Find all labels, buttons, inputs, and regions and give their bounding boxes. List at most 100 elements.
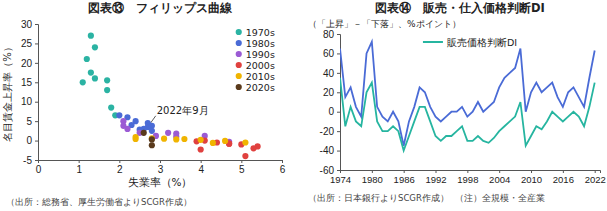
- tick-mark: [337, 151, 340, 152]
- legend-label: 販売価格判断DI: [447, 37, 517, 48]
- tick-label: 15: [21, 77, 33, 88]
- tick-label: -5: [23, 155, 32, 166]
- point: [149, 136, 155, 142]
- tick-label: 2022: [585, 174, 606, 185]
- legend-marker: [236, 73, 242, 79]
- title: 図表⑭ 販売・仕入価格判断DI: [375, 1, 545, 15]
- tick-mark: [436, 170, 437, 173]
- legend-marker: [236, 51, 242, 57]
- tick-label: 25: [21, 38, 33, 49]
- tick-mark: [467, 170, 468, 173]
- tick: 25: [21, 38, 38, 49]
- point: [161, 136, 167, 142]
- tick: 3: [158, 160, 164, 175]
- tick-mark: [337, 53, 340, 54]
- tick-mark: [499, 170, 500, 173]
- point: [92, 75, 98, 81]
- tick: 1: [76, 160, 82, 175]
- legend-item: 1970s: [236, 27, 275, 38]
- tick: 60: [323, 48, 340, 59]
- tick: -20: [320, 126, 340, 137]
- tick: 2010: [521, 170, 542, 185]
- tick-label: 2: [117, 164, 123, 175]
- legend-label: 2010s: [246, 71, 275, 82]
- tick-label: 1980: [362, 174, 383, 185]
- line: [340, 42, 595, 146]
- tick-mark: [337, 112, 340, 113]
- x-axis-label: 失業率（%）: [128, 176, 193, 188]
- axis-line: [337, 35, 341, 171]
- tick: 15: [21, 77, 38, 88]
- point: [242, 153, 248, 159]
- axis-line: [35, 25, 39, 161]
- tick-mark: [241, 160, 242, 163]
- legend-label: 1970s: [246, 27, 275, 38]
- tick-mark: [282, 160, 283, 163]
- line: [340, 78, 595, 151]
- tick-mark: [337, 170, 340, 171]
- tick: 0: [328, 106, 340, 117]
- tick: 30: [21, 19, 38, 30]
- tick: 2022: [585, 170, 606, 185]
- tick-mark: [337, 131, 340, 132]
- point: [141, 130, 147, 136]
- marks: [340, 42, 595, 151]
- legend-label: 2000s: [246, 60, 275, 71]
- tick-label: 0: [328, 106, 334, 117]
- tick-mark: [35, 102, 38, 103]
- figure: 図表⑬ フィリップス曲線0123456-50510152025302022年9月…: [0, 0, 607, 211]
- tick: 10: [21, 96, 38, 107]
- point: [92, 44, 98, 50]
- point: [116, 112, 122, 118]
- x-axis: 0123456: [36, 160, 286, 175]
- point: [210, 140, 216, 146]
- tick: 40: [323, 68, 340, 79]
- point: [124, 126, 130, 132]
- legend: 販売価格判断DI: [423, 37, 517, 48]
- tick: 1992: [425, 170, 446, 185]
- legend-item: 2010s: [236, 71, 275, 82]
- legend-label: 1990s: [246, 49, 275, 60]
- tick-label: 1: [76, 164, 82, 175]
- tick: 20: [323, 87, 340, 98]
- tick: 0: [26, 135, 38, 146]
- tick-label: 2004: [489, 174, 510, 185]
- source: （出所：総務省、厚生労働省よりSCGR作成）: [6, 197, 192, 207]
- legend-marker: [236, 62, 242, 68]
- legend-item: 2000s: [236, 60, 275, 71]
- legend-item: 1980s: [236, 38, 275, 49]
- point: [104, 77, 110, 83]
- tick-label: 2010: [521, 174, 542, 185]
- tick-label: 80: [323, 29, 335, 40]
- point: [133, 136, 139, 142]
- tick-mark: [372, 170, 373, 173]
- tick-label: 1986: [394, 174, 415, 185]
- point: [108, 104, 114, 110]
- tick-mark: [404, 170, 405, 173]
- tick-mark: [35, 43, 38, 44]
- tick-label: 30: [21, 19, 33, 30]
- tick-mark: [35, 121, 38, 122]
- legend-label: 1980s: [246, 38, 275, 49]
- tick: -5: [23, 155, 38, 166]
- tick-mark: [201, 160, 202, 163]
- tick: 5: [26, 116, 38, 127]
- tick: 4: [198, 160, 204, 175]
- tick-label: 2016: [553, 174, 574, 185]
- point: [104, 87, 110, 93]
- legend-line: [423, 41, 443, 43]
- tick-label: -60: [320, 165, 335, 176]
- tick: 1980: [362, 170, 383, 185]
- source: （出所：日本銀行よりSCGR作成）: [308, 193, 449, 203]
- tick-label: 5: [26, 116, 32, 127]
- plot-area: [80, 33, 261, 160]
- x-axis: 197419801986199219982004201020162022: [330, 170, 606, 185]
- tick-mark: [563, 170, 564, 173]
- tick-mark: [337, 92, 340, 93]
- tick-label: 60: [323, 48, 335, 59]
- tick: 1998: [457, 170, 478, 185]
- tick-label: 20: [21, 58, 33, 69]
- tick-label: 0: [36, 164, 42, 175]
- legend-marker: [236, 84, 242, 90]
- point: [222, 138, 228, 144]
